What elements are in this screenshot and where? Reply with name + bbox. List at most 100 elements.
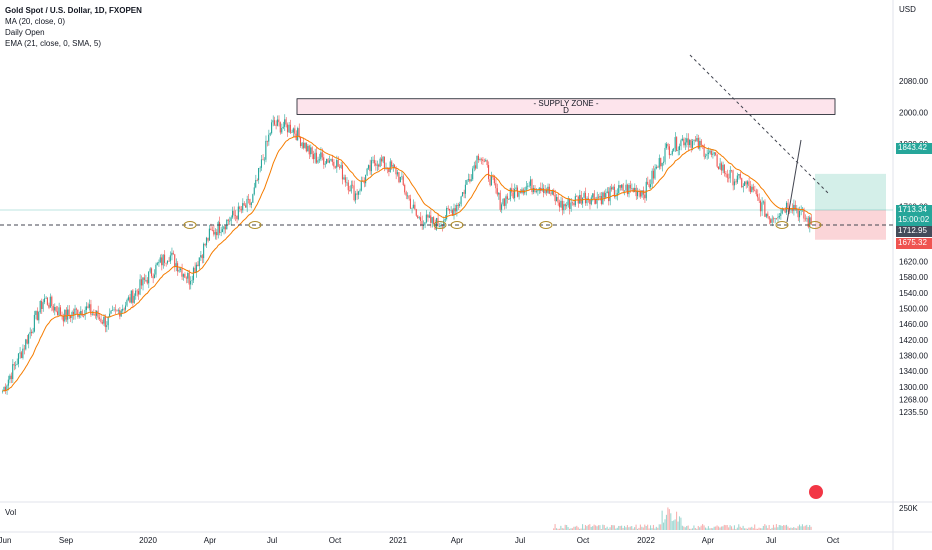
candle-body <box>159 257 161 263</box>
candle-body <box>555 196 558 202</box>
candle-body <box>597 196 600 198</box>
candle-body <box>191 280 193 281</box>
candle-body <box>752 186 754 190</box>
candle-body <box>330 159 332 161</box>
candle-body <box>113 309 115 311</box>
candle-body <box>107 316 109 326</box>
candle-body <box>479 158 481 161</box>
volume-bar <box>722 526 724 530</box>
candle-body <box>670 154 672 156</box>
candle-body <box>435 218 438 230</box>
candle-body <box>56 311 59 316</box>
volume-bar <box>725 525 727 530</box>
candle-body <box>457 204 459 206</box>
candle-body <box>658 158 660 168</box>
candle-body <box>305 142 307 152</box>
candle-body <box>360 180 362 191</box>
volume-bar <box>801 524 803 530</box>
candle-body <box>38 312 40 321</box>
candle-body <box>349 190 351 192</box>
candle-body <box>171 252 173 256</box>
volume-bar <box>770 528 772 530</box>
candle-body <box>690 139 692 148</box>
candle-body <box>586 198 588 204</box>
volume-bar <box>629 526 631 530</box>
candle-body <box>341 165 343 180</box>
candle-body <box>334 166 336 168</box>
volume-bar <box>777 527 779 530</box>
candle-body <box>140 279 142 286</box>
candle-body <box>793 204 795 211</box>
candle-body <box>699 140 701 149</box>
candle-body <box>135 290 137 296</box>
candle-body <box>545 189 547 193</box>
volume-bar <box>667 507 669 530</box>
candle-body <box>425 214 427 223</box>
candle-body <box>622 184 624 191</box>
candle-body <box>62 316 64 322</box>
support-touch-marker <box>775 221 789 229</box>
candle-body <box>372 159 374 161</box>
currency-label: USD <box>899 5 916 14</box>
volume-bar <box>642 527 644 530</box>
candle-body <box>97 310 99 318</box>
candle-body <box>291 132 293 134</box>
candle-body <box>762 201 764 203</box>
candle-body <box>9 375 11 380</box>
volume-bar <box>767 528 769 530</box>
symbol-title[interactable]: Gold Spot / U.S. Dollar, 1D, FXOPEN <box>5 6 142 15</box>
candle-body <box>153 274 155 279</box>
ema-indicator-label[interactable]: EMA (21, close, 0, SMA, 5) <box>5 39 102 48</box>
candle-body <box>722 164 724 171</box>
candle-body <box>359 190 361 192</box>
candle-body <box>304 142 306 148</box>
candle-body <box>148 271 150 284</box>
volume-bar <box>655 526 657 530</box>
candle-body <box>461 192 464 197</box>
volume-bar <box>613 525 615 530</box>
candle-body <box>126 299 128 306</box>
candle-body <box>665 143 667 148</box>
candle-body <box>632 188 634 193</box>
candle-body <box>269 133 271 135</box>
candle-body <box>204 243 206 246</box>
candle-body <box>798 210 801 218</box>
candle-body <box>645 181 647 199</box>
candle-body <box>404 184 406 193</box>
volume-bar <box>806 524 808 530</box>
candle-body <box>754 189 756 191</box>
volume-bar <box>751 526 753 530</box>
candle-body <box>324 163 326 165</box>
candle-body <box>136 290 138 292</box>
candle-body <box>252 194 254 203</box>
volume-bar <box>573 526 575 530</box>
volume-bar <box>762 525 764 530</box>
candle-body <box>424 222 426 226</box>
candle-body <box>195 264 197 273</box>
candle-body <box>553 190 555 195</box>
candle-body <box>780 213 782 216</box>
support-touch-marker <box>450 221 464 229</box>
candle-body <box>23 348 25 350</box>
candle-body <box>654 168 656 179</box>
daily-open-indicator-label[interactable]: Daily Open <box>5 28 45 37</box>
candle-body <box>470 179 472 182</box>
volume-bar <box>752 528 754 530</box>
volume-bar <box>800 526 802 530</box>
candle-body <box>474 165 477 169</box>
candle-body <box>566 205 568 207</box>
y-tick-label: 1580.00 <box>899 273 928 282</box>
candle-body <box>80 311 82 315</box>
candle-body <box>347 182 349 191</box>
volume-bar <box>599 525 601 530</box>
candle-body <box>337 160 339 167</box>
candle-body <box>250 202 252 205</box>
candle-body <box>181 268 183 277</box>
candle-body <box>731 169 733 171</box>
candle-body <box>266 140 268 142</box>
candle-body <box>712 153 714 155</box>
candle-body <box>650 184 652 187</box>
ma-indicator-label[interactable]: MA (20, close, 0) <box>5 17 66 26</box>
volume-bar <box>582 524 584 530</box>
